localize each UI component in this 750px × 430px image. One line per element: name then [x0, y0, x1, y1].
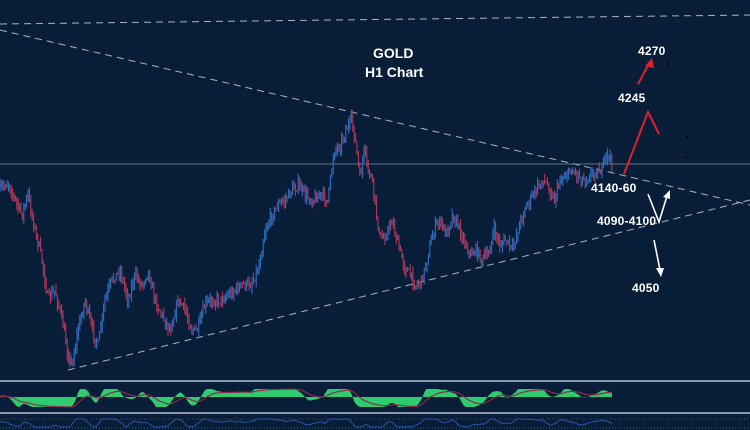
retest-arrow-path	[647, 193, 668, 225]
level-label-resistance-zone: 4140-60	[591, 181, 637, 195]
oscillator-signal-line	[0, 388, 612, 408]
lower-indicator-panel	[0, 418, 613, 428]
bearish-arrow-shaft	[653, 239, 661, 271]
lower-indicator-line	[0, 418, 613, 428]
bullish-arrow-path	[623, 109, 660, 175]
trendline-lower-ascending	[67, 199, 750, 371]
stray-dot	[686, 136, 688, 138]
retest-arrow-head-icon	[663, 190, 670, 199]
price-candles	[0, 109, 613, 368]
level-label-4245: 4245	[618, 91, 646, 105]
level-label-4050: 4050	[632, 281, 660, 295]
level-label-support-zone: 4090-4100	[597, 214, 657, 228]
trendline-top-boundary	[0, 14, 750, 25]
bullish-arrow-head-icon	[645, 58, 654, 68]
bearish-arrow-head-icon	[656, 268, 664, 277]
stray-dot	[685, 156, 687, 158]
level-label-4270: 4270	[638, 44, 666, 58]
trendline-upper-descending	[0, 29, 750, 206]
oscillator-histogram	[0, 389, 612, 407]
oscillator-panel	[0, 388, 612, 408]
chart-subtitle: H1 Chart	[365, 64, 424, 80]
trendlines	[0, 14, 750, 371]
chart-title: GOLD	[373, 45, 414, 61]
stray-dot	[667, 63, 669, 65]
scenario-arrows	[623, 58, 670, 277]
